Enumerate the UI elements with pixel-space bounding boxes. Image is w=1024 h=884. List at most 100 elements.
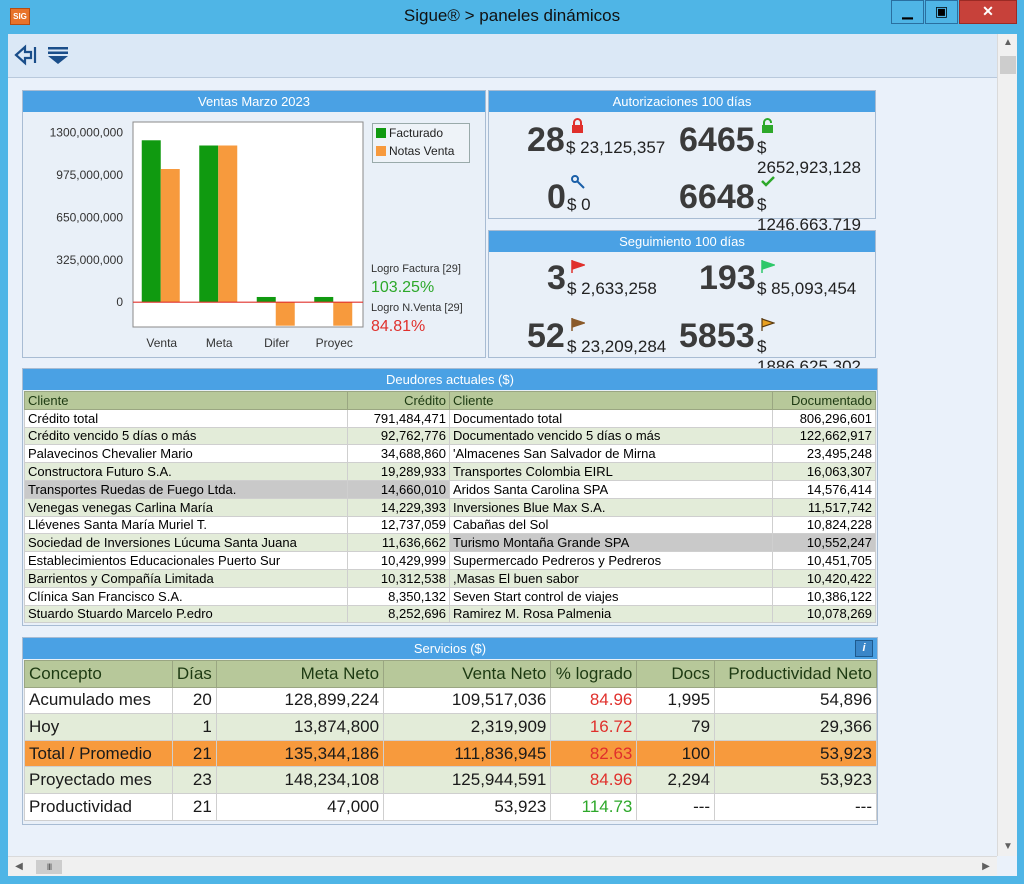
col-pct-logrado[interactable]: % logrado [550, 660, 638, 688]
deudor-monto-cell[interactable]: 122,662,917 [772, 426, 876, 446]
deudor-cliente-cell[interactable]: Crédito total [24, 408, 348, 428]
ventas-title: Ventas Marzo 2023 [23, 91, 485, 112]
deudor-monto-cell[interactable]: 10,552,247 [772, 533, 876, 553]
bar-notas-venta [275, 302, 295, 326]
deudor-monto-cell[interactable]: 11,636,662 [347, 533, 450, 553]
col-cliente-documentado[interactable]: Cliente [449, 391, 773, 410]
deudores-title: Deudores actuales ($) [23, 369, 877, 390]
y-tick-label: 0 [116, 295, 123, 309]
deudor-monto-cell[interactable]: 806,296,601 [772, 408, 876, 428]
deudor-cliente-cell[interactable]: Sociedad de Inversiones Lúcuma Santa Jua… [24, 533, 348, 553]
deudor-monto-cell[interactable]: 34,688,860 [347, 444, 450, 464]
horizontal-scrollbar[interactable]: ◀ III ▶ [8, 856, 997, 876]
deudor-row[interactable]: Sociedad de Inversiones Lúcuma Santa Jua… [24, 533, 876, 553]
deudor-monto-cell[interactable]: 10,386,122 [772, 586, 876, 606]
deudor-row[interactable]: Transportes Ruedas de Fuego Ltda. 14,660,… [24, 479, 876, 499]
col-cliente-credito[interactable]: Cliente [24, 391, 348, 410]
deudor-cliente-cell[interactable]: ,Masas El buen sabor [449, 568, 773, 588]
deudor-monto-cell[interactable]: 11,517,742 [772, 497, 876, 517]
col-productividad[interactable]: Productividad Neto [714, 660, 877, 688]
deudor-cliente-cell[interactable]: Documentado vencido 5 días o más [449, 426, 773, 446]
scroll-right-button[interactable]: ▶ [982, 861, 990, 872]
deudor-cliente-cell[interactable]: Inversiones Blue Max S.A. [449, 497, 773, 517]
deudor-monto-cell[interactable]: 10,312,538 [347, 568, 450, 588]
legend-notas-venta: Notas Venta [373, 142, 469, 160]
servicio-row[interactable]: Total / Promedio 21 135,344,186 111,836,945… [24, 739, 877, 768]
auth-blocked-amount: $ 23,125,357 [566, 138, 666, 157]
deudor-cliente-cell[interactable]: Palavecinos Chevalier Mario [24, 444, 348, 464]
deudor-row[interactable]: Establecimientos Educacionales Puerto Su… [24, 551, 876, 570]
servicio-row[interactable]: Acumulado mes 20 128,899,224 109,517,036 84.… [24, 686, 877, 715]
deudor-monto-cell[interactable]: 791,484,471 [347, 408, 450, 428]
deudor-monto-cell[interactable]: 8,252,696 [347, 604, 450, 624]
scroll-up-button[interactable]: ▲ [1003, 37, 1013, 48]
deudor-cliente-cell[interactable]: Cabañas del Sol [449, 515, 773, 535]
back-arrow-icon[interactable] [14, 44, 38, 70]
deudor-monto-cell[interactable]: 10,078,269 [772, 604, 876, 624]
deudor-cliente-cell[interactable]: 'Almacenes San Salvador de Mirna [449, 444, 773, 464]
vertical-scroll-thumb[interactable] [1000, 56, 1016, 74]
deudor-monto-cell[interactable]: 92,762,776 [347, 426, 450, 446]
servicio-cell: 23 [171, 766, 217, 794]
deudor-cliente-cell[interactable]: Turismo Montaña Grande SPA [449, 533, 773, 553]
key-icon [571, 175, 585, 191]
close-button[interactable]: ✕ [959, 0, 1017, 24]
servicio-row[interactable]: Proyectado mes 23 148,234,108 125,944,591 84… [24, 766, 877, 794]
deudor-cliente-cell[interactable]: Llévenes Santa María Muriel T. [24, 515, 348, 535]
deudor-monto-cell[interactable]: 14,229,393 [347, 497, 450, 517]
deudor-row[interactable]: Stuardo Stuardo Marcelo P.edro 8,252,696 R… [24, 604, 876, 624]
deudor-cliente-cell[interactable]: Stuardo Stuardo Marcelo P.edro [24, 604, 348, 624]
deudor-monto-cell[interactable]: 14,576,414 [772, 479, 876, 499]
deudor-monto-cell[interactable]: 14,660,010 [347, 479, 450, 499]
maximize-button[interactable]: ▣ [925, 0, 958, 24]
info-icon[interactable]: i [855, 640, 873, 657]
deudor-monto-cell[interactable]: 12,737,059 [347, 515, 450, 535]
deudor-monto-cell[interactable]: 8,350,132 [347, 586, 450, 606]
scroll-down-button[interactable]: ▼ [1003, 841, 1013, 852]
deudor-row[interactable]: Llévenes Santa María Muriel T. 12,737,059… [24, 515, 876, 535]
col-docs[interactable]: Docs [636, 660, 716, 688]
servicio-row[interactable]: Productividad 21 47,000 53,923 114.73 --- --- [24, 792, 877, 821]
deudor-cliente-cell[interactable]: Crédito vencido 5 días o más [24, 426, 348, 446]
deudor-monto-cell[interactable]: 10,451,705 [772, 551, 876, 570]
deudor-cliente-cell[interactable]: Supermercado Pedreros y Pedreros [449, 551, 773, 570]
vertical-scrollbar[interactable]: ▲ ▼ [997, 34, 1017, 856]
deudor-cliente-cell[interactable]: Transportes Ruedas de Fuego Ltda. [24, 479, 348, 499]
collapse-menu-icon[interactable] [46, 44, 70, 70]
deudor-row[interactable]: Crédito total 791,484,471 Documentado tota… [24, 408, 876, 428]
deudor-cliente-cell[interactable]: Transportes Colombia EIRL [449, 462, 773, 481]
deudor-cliente-cell[interactable]: Seven Start control de viajes [449, 586, 773, 606]
col-meta-neto[interactable]: Meta Neto [215, 660, 385, 688]
deudor-monto-cell[interactable]: 10,429,999 [347, 551, 450, 570]
servicio-cell: 135,344,186 [215, 739, 385, 768]
deudor-row[interactable]: Palavecinos Chevalier Mario 34,688,860 'Al… [24, 444, 876, 464]
servicio-cell: Productividad [24, 792, 173, 821]
deudor-row[interactable]: Barrientos y Compañía Limitada 10,312,538… [24, 568, 876, 588]
deudor-cliente-cell[interactable]: Documentado total [449, 408, 773, 428]
deudor-monto-cell[interactable]: 16,063,307 [772, 462, 876, 481]
deudor-cliente-cell[interactable]: Constructora Futuro S.A. [24, 462, 348, 481]
deudor-cliente-cell[interactable]: Clínica San Francisco S.A. [24, 586, 348, 606]
col-dias[interactable]: Días [171, 660, 217, 688]
scroll-left-button[interactable]: ◀ [15, 861, 23, 872]
deudor-cliente-cell[interactable]: Venegas venegas Carlina María [24, 497, 348, 517]
deudor-monto-cell[interactable]: 19,289,933 [347, 462, 450, 481]
deudor-cliente-cell[interactable]: Barrientos y Compañía Limitada [24, 568, 348, 588]
deudor-row[interactable]: Constructora Futuro S.A. 19,289,933 Transp… [24, 462, 876, 481]
col-documentado[interactable]: Documentado [772, 391, 876, 410]
minimize-button[interactable]: ▁ [891, 0, 924, 24]
deudor-monto-cell[interactable]: 10,420,422 [772, 568, 876, 588]
col-venta-neto[interactable]: Venta Neto [383, 660, 552, 688]
deudor-row[interactable]: Crédito vencido 5 días o más 92,762,776 Do… [24, 426, 876, 446]
deudor-monto-cell[interactable]: 10,824,228 [772, 515, 876, 535]
col-credito[interactable]: Crédito [347, 391, 450, 410]
deudor-cliente-cell[interactable]: Aridos Santa Carolina SPA [449, 479, 773, 499]
horizontal-scroll-thumb[interactable]: III [36, 860, 62, 874]
deudor-cliente-cell[interactable]: Establecimientos Educacionales Puerto Su… [24, 551, 348, 570]
deudor-monto-cell[interactable]: 23,495,248 [772, 444, 876, 464]
deudor-row[interactable]: Clínica San Francisco S.A. 8,350,132 Seven… [24, 586, 876, 606]
deudor-row[interactable]: Venegas venegas Carlina María 14,229,393 I… [24, 497, 876, 517]
col-concepto[interactable]: Concepto [24, 660, 173, 688]
servicio-row[interactable]: Hoy 1 13,874,800 2,319,909 16.72 79 29,366 [24, 713, 877, 741]
deudor-cliente-cell[interactable]: Ramirez M. Rosa Palmenia [449, 604, 773, 624]
